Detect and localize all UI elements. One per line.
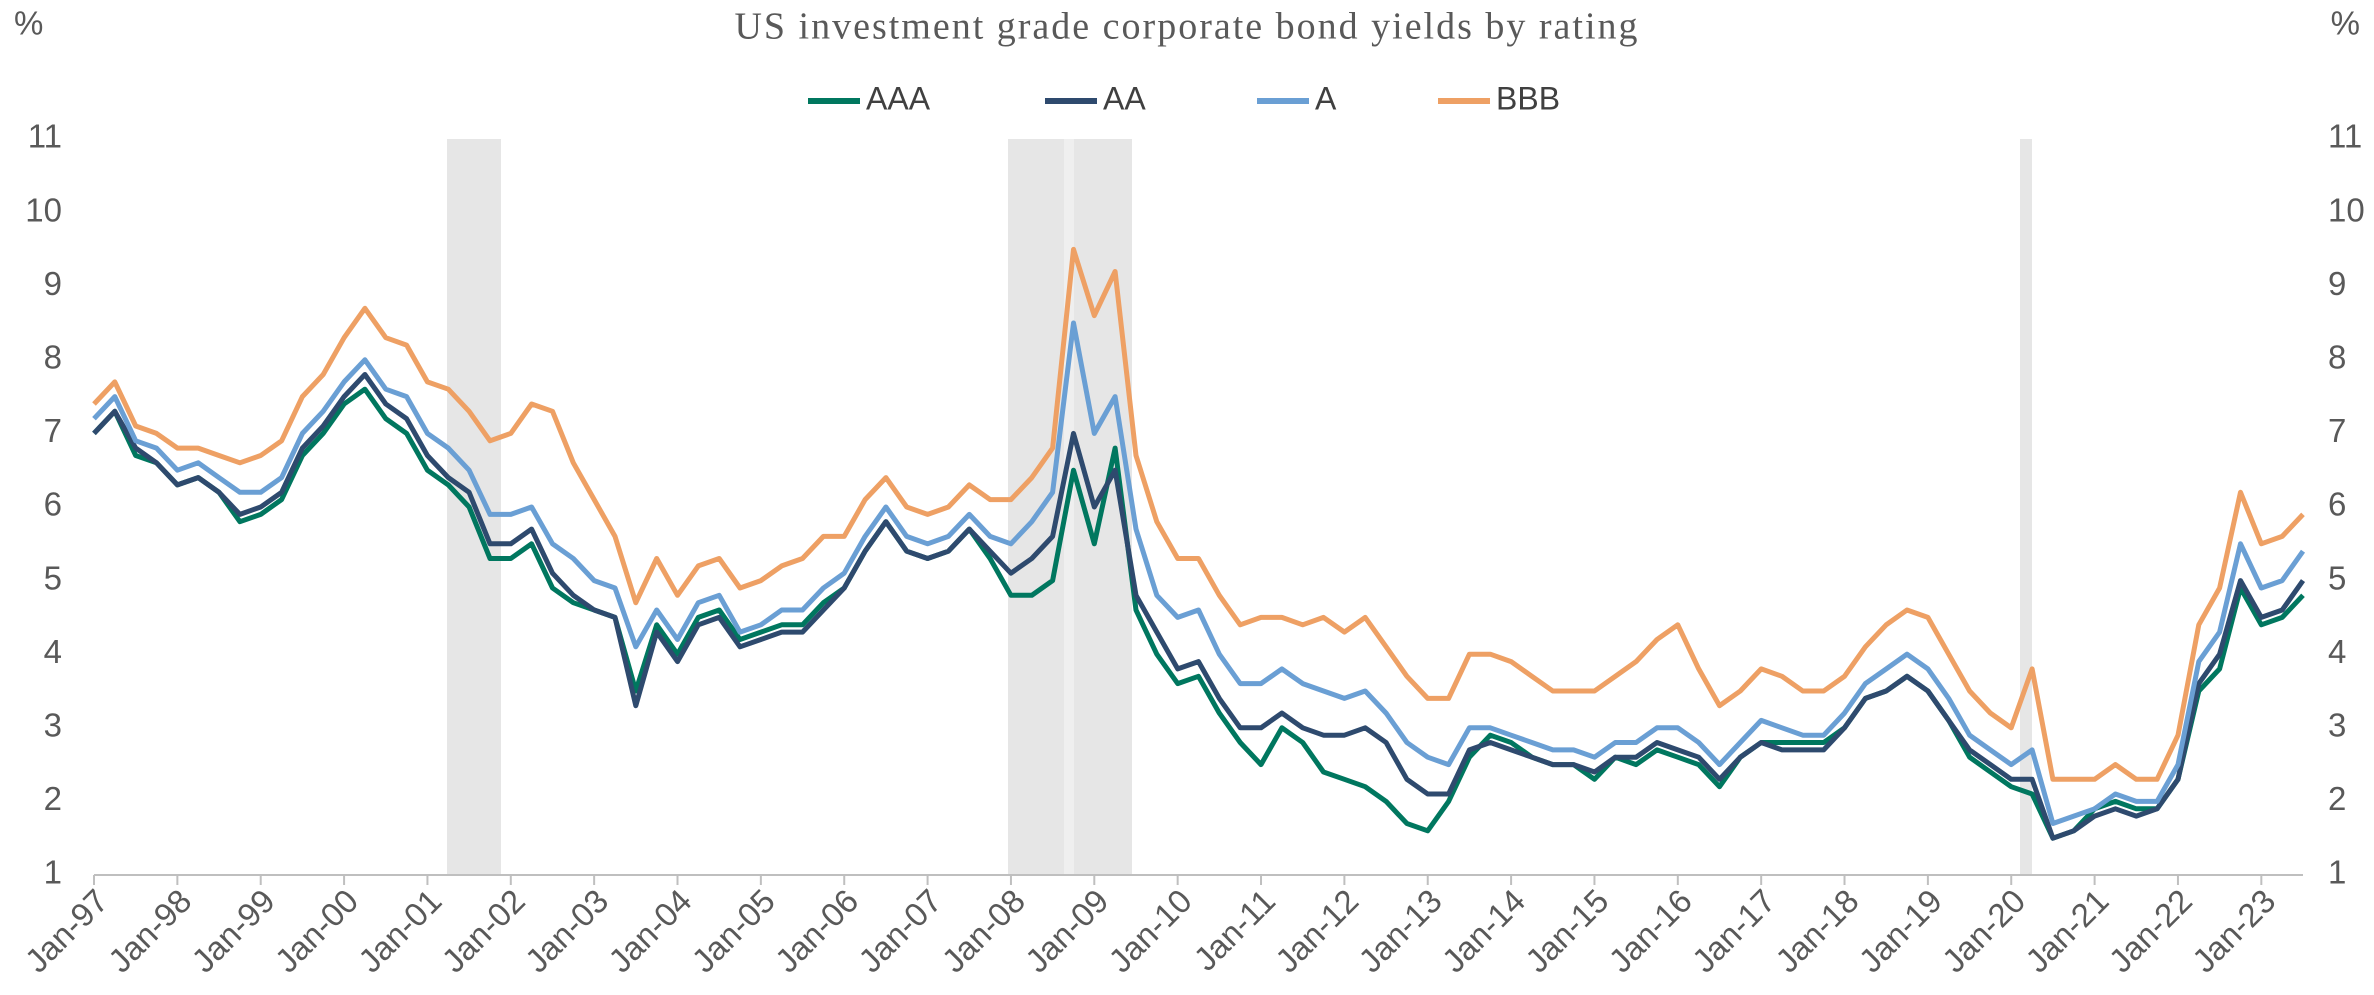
y-tick-label: 1: [44, 854, 62, 891]
x-tick-label: Jan-02: [434, 882, 532, 980]
x-tick-label: Jan-14: [1435, 882, 1533, 980]
chart-title: US investment grade corporate bond yield…: [734, 6, 1639, 48]
y2-tick-label: 3: [2328, 707, 2346, 744]
y-tick-label: 8: [44, 339, 62, 376]
x-tick-label: Jan-01: [351, 882, 449, 980]
y-tick-label: 7: [44, 412, 62, 449]
x-tick-label: Jan-99: [184, 882, 282, 980]
y2-axis-label: %: [2331, 5, 2360, 42]
recession-band: [1008, 139, 1064, 875]
y2-tick-label: 6: [2328, 486, 2346, 523]
x-tick-label: Jan-18: [1768, 882, 1866, 980]
y-tick-label: 5: [44, 559, 62, 596]
x-tick-label: Jan-03: [518, 882, 616, 980]
x-tick-label: Jan-15: [1518, 882, 1616, 980]
recession-band: [2020, 139, 2032, 875]
y2-tick-label: 1: [2328, 854, 2346, 891]
x-tick-label: Jan-97: [18, 882, 116, 980]
x-tick-label: Jan-05: [684, 882, 782, 980]
series-line: [92, 372, 2306, 841]
y2-tick-label: 9: [2328, 265, 2346, 302]
x-tick-label: Jan-04: [601, 882, 699, 980]
x-tick-label: Jan-09: [1018, 882, 1116, 980]
series-line: [92, 320, 2306, 826]
y-tick-label: 4: [44, 633, 62, 670]
x-tick-label: Jan-08: [935, 882, 1033, 980]
y2-tick-label: 2: [2328, 780, 2346, 817]
y-tick-label: 11: [28, 118, 62, 155]
x-tick-label: Jan-21: [2018, 882, 2116, 980]
x-tick-label: Jan-12: [1268, 882, 1366, 980]
y2-tick-label: 5: [2328, 559, 2346, 596]
y-tick-label: 2: [44, 780, 62, 817]
legend-label: A: [1315, 80, 1337, 116]
y2-tick-label: 7: [2328, 412, 2346, 449]
y-tick-label: 10: [25, 191, 62, 228]
x-tick-label: Jan-00: [268, 882, 366, 980]
x-tick-label: Jan-19: [1851, 882, 1949, 980]
x-tick-label: Jan-11: [1186, 882, 1282, 978]
y-axis-label: %: [14, 5, 43, 42]
series-line: [92, 246, 2305, 782]
legend-label: BBB: [1496, 80, 1560, 116]
x-tick-label: Jan-23: [2185, 882, 2283, 980]
y2-tick-label: 8: [2328, 339, 2346, 376]
x-tick-label: Jan-10: [1101, 882, 1199, 980]
legend-label: AAA: [866, 80, 931, 116]
y-tick-label: 9: [44, 265, 62, 302]
y-tick-label: 6: [44, 486, 62, 523]
x-tick-label: Jan-17: [1685, 882, 1783, 980]
y2-tick-label: 4: [2328, 633, 2346, 670]
x-tick-label: Jan-98: [101, 882, 199, 980]
x-tick-label: Jan-13: [1351, 882, 1449, 980]
legend-label: AA: [1103, 80, 1146, 116]
y2-tick-label: 10: [2328, 191, 2365, 228]
x-tick-label: Jan-06: [768, 882, 866, 980]
x-tick-label: Jan-07: [851, 882, 949, 980]
y-tick-label: 3: [44, 707, 62, 744]
x-tick-label: Jan-16: [1601, 882, 1699, 980]
x-tick-label: Jan-20: [1935, 882, 2033, 980]
x-tick-label: Jan-22: [2102, 882, 2200, 980]
y2-tick-label: 11: [2328, 118, 2362, 155]
